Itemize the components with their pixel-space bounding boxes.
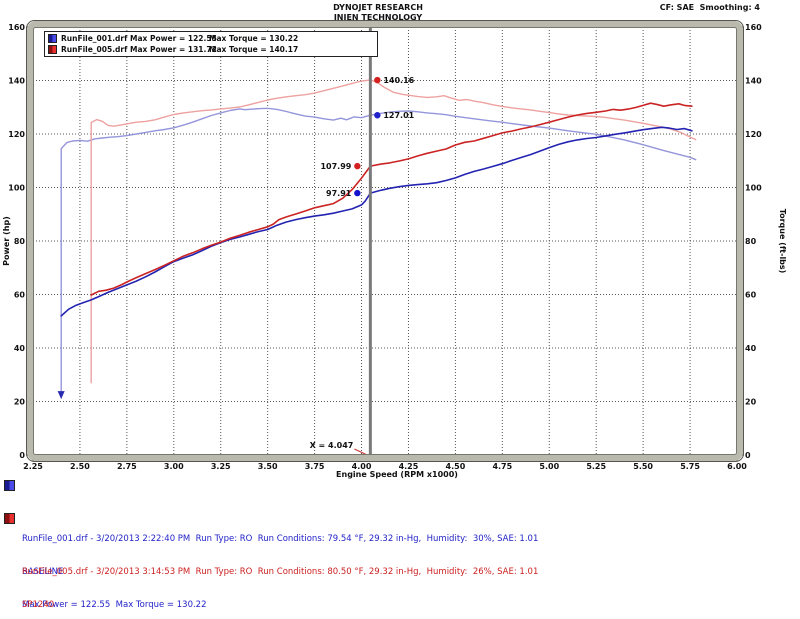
run1-info-text: RunFile_001.drf - 3/20/2013 2:22:40 PM R… [22,512,538,619]
marker-value-label: 127.01 [383,111,414,120]
svg-text:4.00: 4.00 [352,462,372,471]
cursor-value-markers: 140.16 127.01 107.99 97.91 [320,76,414,198]
y-axis-right-title: Torque (ft-lbs) [778,209,787,274]
svg-text:20: 20 [745,398,757,407]
axis-titles: Power (hp) Torque (ft-lbs) Engine Speed (R… [2,209,787,479]
run1-conditions: RunFile_001.drf - 3/20/2013 2:22:40 PM R… [22,534,539,544]
axis-ticks: 2.25 2.50 2.75 3.00 3.25 3.50 3.75 4.00 4.25 4.50… [8,23,762,471]
svg-text:80: 80 [745,237,757,246]
svg-text:4.25: 4.25 [399,462,419,471]
run1-color-swatch-icon [4,480,15,491]
dyno-chart: 2.25 2.50 2.75 3.00 3.25 3.50 3.75 4.00 4.25 4.50… [2,20,787,479]
svg-text:3.75: 3.75 [305,462,325,471]
svg-text:0: 0 [745,451,751,460]
svg-text:2.50: 2.50 [70,462,90,471]
svg-text:140: 140 [8,77,25,86]
svg-text:4.75: 4.75 [492,462,512,471]
marker-dot [354,189,361,197]
run2-info-text: RunFile_005.drf - 3/20/2013 3:14:53 PM R… [22,545,538,619]
svg-text:2.75: 2.75 [117,462,137,471]
x-axis-title: Engine Speed (RPM x1000) [336,470,458,479]
y-axis-left-title: Power (hp) [2,216,11,266]
legend-row-run2: RunFile_005.drf Max Power = 131.72 Max T… [48,44,377,55]
legend-box: RunFile_001.drf Max Power = 122.55 Max T… [44,31,378,57]
run1-label: BASELINE [22,567,64,577]
legend-row-run1: RunFile_001.drf Max Power = 122.55 Max T… [48,33,377,44]
svg-text:100: 100 [8,184,25,193]
run2-label: SP1240 [22,600,55,610]
legend-run2-torque: Max Torque = 140.17 [209,45,299,54]
svg-text:40: 40 [14,344,26,353]
marker-dot [354,162,361,170]
svg-text:3.50: 3.50 [258,462,278,471]
svg-text:4.50: 4.50 [446,462,466,471]
cursor-label: X = 4.047 [310,441,370,457]
svg-text:5.75: 5.75 [680,462,700,471]
svg-text:6.00: 6.00 [727,462,747,471]
legend-run2-name-power: RunFile_005.drf Max Power = 131.72 [61,45,217,54]
gridlines [33,27,737,455]
header-title-line2: INJEN TECHNOLOGY [333,13,423,22]
run-start-arrow-icon [57,391,65,400]
run1-max-values: Max Power = 122.55 Max Torque = 130.22 [22,600,207,610]
curve-run1_power [60,126,693,317]
svg-text:3.00: 3.00 [164,462,184,471]
curve-run2_power [90,102,693,296]
svg-text:5.25: 5.25 [586,462,606,471]
svg-text:60: 60 [745,291,757,300]
correction-smoothing-label: CF: SAE Smoothing: 4 [659,3,760,12]
run2-conditions: RunFile_005.drf - 3/20/2013 3:14:53 PM R… [22,567,539,577]
curve-run1_torque [60,107,697,397]
svg-text:20: 20 [14,398,26,407]
marker-value-label: 107.99 [320,162,351,171]
svg-text:0: 0 [19,451,25,460]
plot-frame [26,20,744,462]
svg-text:60: 60 [14,291,26,300]
marker-value-label: 140.16 [383,76,414,85]
run1-color-swatch-icon [48,34,57,43]
svg-text:120: 120 [8,130,25,139]
marker-dot [374,112,381,119]
legend-run1-torque: Max Torque = 130.22 [209,34,299,43]
svg-text:5.00: 5.00 [539,462,559,471]
svg-text:100: 100 [745,184,762,193]
svg-text:3.25: 3.25 [211,462,231,471]
svg-text:120: 120 [745,130,762,139]
svg-text:160: 160 [8,23,25,32]
run1-info-block: RunFile_001.drf - 3/20/2013 2:22:40 PM R… [4,479,538,619]
marker-dot [374,76,381,84]
marker-value-label: 97.91 [326,189,352,198]
curve-run2_torque [90,79,697,384]
run2-info-block: RunFile_005.drf - 3/20/2013 3:14:53 PM R… [4,512,538,619]
svg-text:2.25: 2.25 [23,462,43,471]
svg-text:80: 80 [14,237,26,246]
svg-text:160: 160 [745,23,762,32]
svg-text:140: 140 [745,77,762,86]
svg-text:5.50: 5.50 [633,462,653,471]
run2-color-swatch-icon [48,45,57,54]
run2-color-swatch-icon [4,513,15,524]
svg-text:40: 40 [745,344,757,353]
svg-text:X = 4.047: X = 4.047 [310,441,354,450]
header-title-line1: DYNOJET RESEARCH [333,3,423,12]
legend-run1-name-power: RunFile_001.drf Max Power = 122.55 [61,34,217,43]
